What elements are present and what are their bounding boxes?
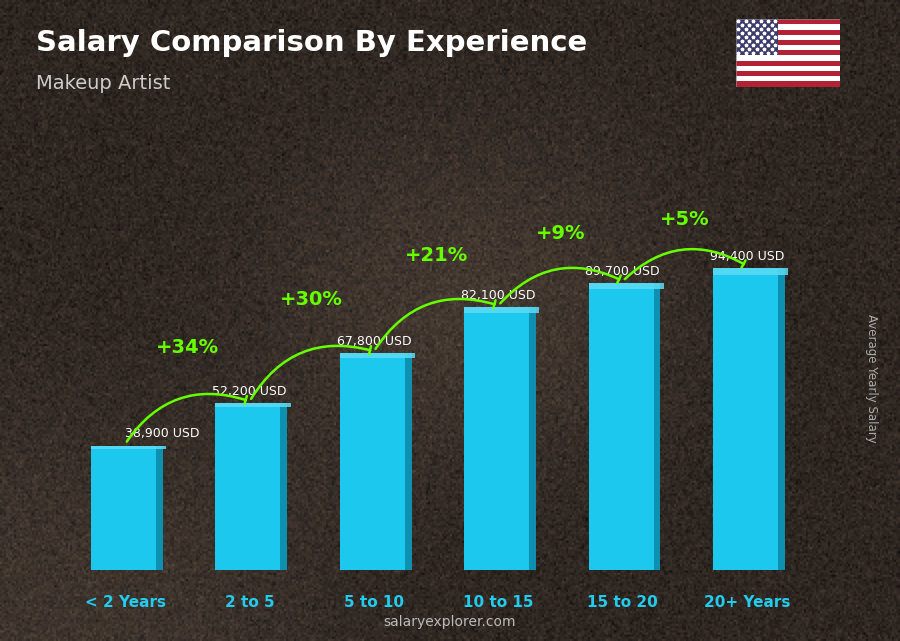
Bar	[736, 50, 840, 56]
Text: +5%: +5%	[660, 210, 710, 229]
Bar	[215, 403, 291, 407]
Text: +9%: +9%	[536, 224, 585, 243]
Text: 82,100 USD: 82,100 USD	[461, 289, 536, 303]
Text: Average Yearly Salary: Average Yearly Salary	[865, 314, 878, 442]
Text: 52,200 USD: 52,200 USD	[212, 385, 287, 398]
Bar	[215, 403, 284, 570]
Bar	[156, 446, 163, 570]
Bar	[91, 446, 166, 449]
Bar	[736, 45, 840, 50]
Text: 20+ Years: 20+ Years	[704, 595, 790, 610]
Bar	[736, 29, 840, 35]
Bar	[736, 66, 840, 71]
Bar	[653, 283, 661, 570]
Bar	[736, 40, 840, 45]
Text: Makeup Artist: Makeup Artist	[36, 74, 170, 93]
Bar	[340, 353, 415, 358]
Text: < 2 Years: < 2 Years	[85, 595, 166, 610]
Text: +30%: +30%	[280, 290, 343, 309]
Bar	[778, 268, 785, 570]
Bar	[736, 35, 840, 40]
Bar	[736, 56, 840, 61]
Text: 2 to 5: 2 to 5	[225, 595, 274, 610]
Bar	[340, 353, 409, 570]
Bar	[589, 283, 657, 570]
Text: Salary Comparison By Experience: Salary Comparison By Experience	[36, 29, 587, 57]
Bar	[736, 19, 778, 56]
Bar	[464, 308, 533, 570]
Bar	[405, 353, 411, 570]
Bar	[736, 24, 840, 29]
Text: salaryexplorer.com: salaryexplorer.com	[383, 615, 517, 629]
Text: +21%: +21%	[404, 246, 468, 265]
Bar	[529, 308, 536, 570]
Text: 38,900 USD: 38,900 USD	[125, 427, 200, 440]
Text: 94,400 USD: 94,400 USD	[710, 250, 784, 263]
Bar	[736, 71, 840, 76]
Text: 5 to 10: 5 to 10	[344, 595, 404, 610]
Text: +34%: +34%	[156, 338, 219, 357]
Bar	[589, 283, 664, 289]
Text: 89,700 USD: 89,700 USD	[585, 265, 660, 278]
Bar	[736, 81, 840, 87]
Bar	[713, 268, 788, 274]
Bar	[91, 446, 159, 570]
Text: 67,800 USD: 67,800 USD	[337, 335, 411, 348]
Text: 15 to 20: 15 to 20	[588, 595, 658, 610]
Bar	[713, 268, 781, 570]
Bar	[736, 61, 840, 66]
Bar	[736, 76, 840, 81]
Bar	[464, 308, 539, 313]
Bar	[736, 19, 840, 24]
Text: 10 to 15: 10 to 15	[464, 595, 534, 610]
Bar	[281, 403, 287, 570]
